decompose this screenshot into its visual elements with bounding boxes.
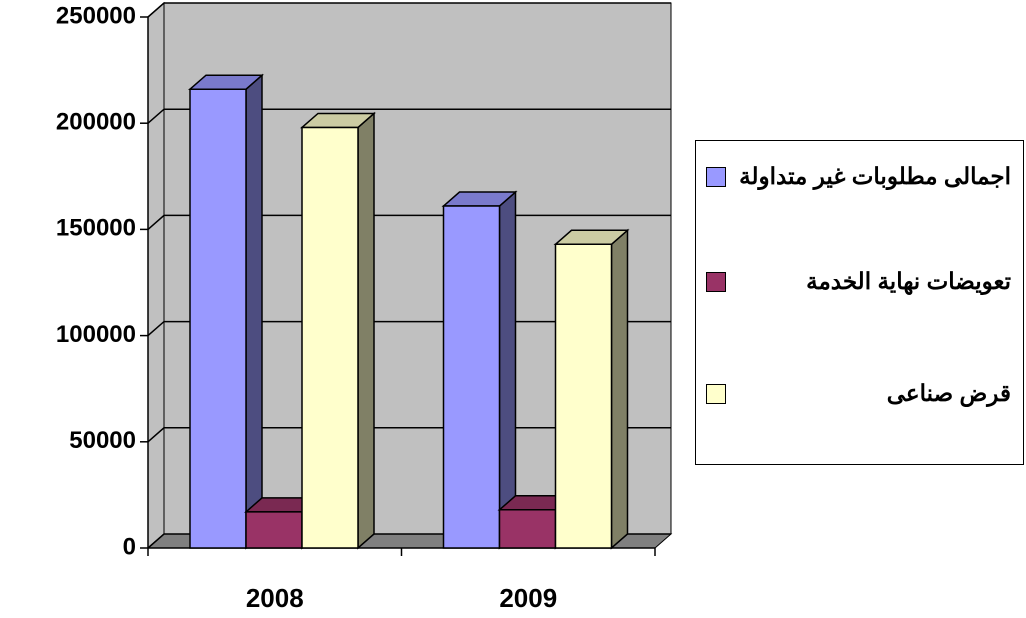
bar-front (554, 243, 613, 549)
bar-side (357, 111, 375, 550)
bar-side (498, 190, 517, 550)
y-tick-label: 100000 (56, 321, 136, 348)
x-tick-label: 2008 (246, 583, 304, 613)
bar (553, 228, 630, 550)
grid-line (147, 2, 671, 18)
bar (441, 190, 518, 550)
grid-line (147, 108, 671, 124)
bar-front (189, 88, 247, 549)
legend-swatch (706, 167, 726, 187)
legend-swatch (706, 384, 726, 404)
bar-front (245, 511, 303, 549)
legend-label: قرض صناعى (886, 380, 1011, 406)
side-wall (147, 1, 165, 550)
bar-side (610, 228, 629, 550)
legend-swatch (706, 272, 726, 292)
y-tick-label: 250000 (56, 2, 136, 29)
y-tick-label: 50000 (69, 427, 136, 454)
bar (300, 111, 376, 550)
y-tick-label: 150000 (56, 215, 136, 242)
legend-item: اجمالى مطلوبات غير متداولة (706, 161, 1011, 191)
legend-label: تعويضات نهاية الخدمة (806, 268, 1011, 294)
bar-front (442, 205, 501, 549)
bar (497, 494, 574, 550)
legend: اجمالى مطلوبات غير متداولة تعويضات نهاية … (695, 140, 1024, 465)
legend-item: تعويضات نهاية الخدمة (706, 266, 1011, 296)
bar-front (301, 126, 359, 549)
legend-label: اجمالى مطلوبات غير متداولة (739, 163, 1011, 189)
bar-front (498, 509, 557, 549)
legend-item: قرض صناعى (706, 378, 1011, 408)
y-tick-label: 200000 (56, 109, 136, 136)
x-tick-label: 2009 (499, 583, 557, 613)
y-tick-label: 0 (123, 533, 136, 560)
bar-side (245, 73, 263, 550)
bar (188, 73, 264, 550)
